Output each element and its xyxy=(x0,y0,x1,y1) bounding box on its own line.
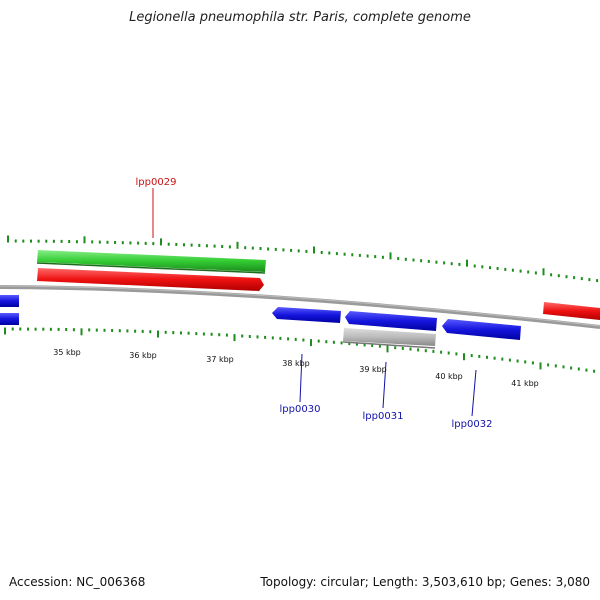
kbp-label: 38 kbp xyxy=(282,359,310,368)
genome-backbone xyxy=(0,285,600,329)
map-title: Legionella pneumophila str. Paris, compl… xyxy=(129,10,471,25)
cds-lpp0032[interactable] xyxy=(442,319,521,340)
reverse-tick-ruler xyxy=(4,327,596,373)
kbp-label: 39 kbp xyxy=(359,365,387,374)
genome-summary-text: Topology: circular; Length: 3,503,610 bp… xyxy=(260,575,590,589)
cds-lpp0029[interactable] xyxy=(37,268,264,291)
accession-text: Accession: NC_006368 xyxy=(9,575,146,589)
kbp-labels: 35 kbp 36 kbp 37 kbp 38 kbp 39 kbp 40 kb… xyxy=(53,348,539,388)
cds-reverse-edge-1[interactable] xyxy=(0,295,19,307)
other-feature[interactable] xyxy=(342,328,436,349)
gene-label-lpp0030[interactable]: lpp0030 xyxy=(280,353,321,415)
cds-reverse-edge-2[interactable] xyxy=(0,313,19,325)
gene-label-lpp0032[interactable]: lpp0032 xyxy=(452,369,493,430)
gene-label-lpp0031[interactable]: lpp0031 xyxy=(363,361,404,422)
gene-label-text: lpp0031 xyxy=(363,411,404,422)
gene-label-text: lpp0029 xyxy=(136,177,177,188)
kbp-label: 37 kbp xyxy=(206,355,234,364)
gene-label-lpp0029[interactable]: lpp0029 xyxy=(136,177,177,238)
gene-label-text: lpp0032 xyxy=(452,419,493,430)
cds-lpp0031[interactable] xyxy=(345,311,437,331)
forward-tick-ruler xyxy=(7,235,599,283)
gene-label-text: lpp0030 xyxy=(280,404,321,415)
kbp-label: 41 kbp xyxy=(511,379,539,388)
kbp-label: 35 kbp xyxy=(53,348,81,357)
orf-feature[interactable] xyxy=(36,250,266,274)
kbp-label: 36 kbp xyxy=(129,351,157,360)
cds-forward-edge[interactable] xyxy=(543,302,600,320)
kbp-label: 40 kbp xyxy=(435,372,463,381)
cds-lpp0030[interactable] xyxy=(272,307,341,323)
